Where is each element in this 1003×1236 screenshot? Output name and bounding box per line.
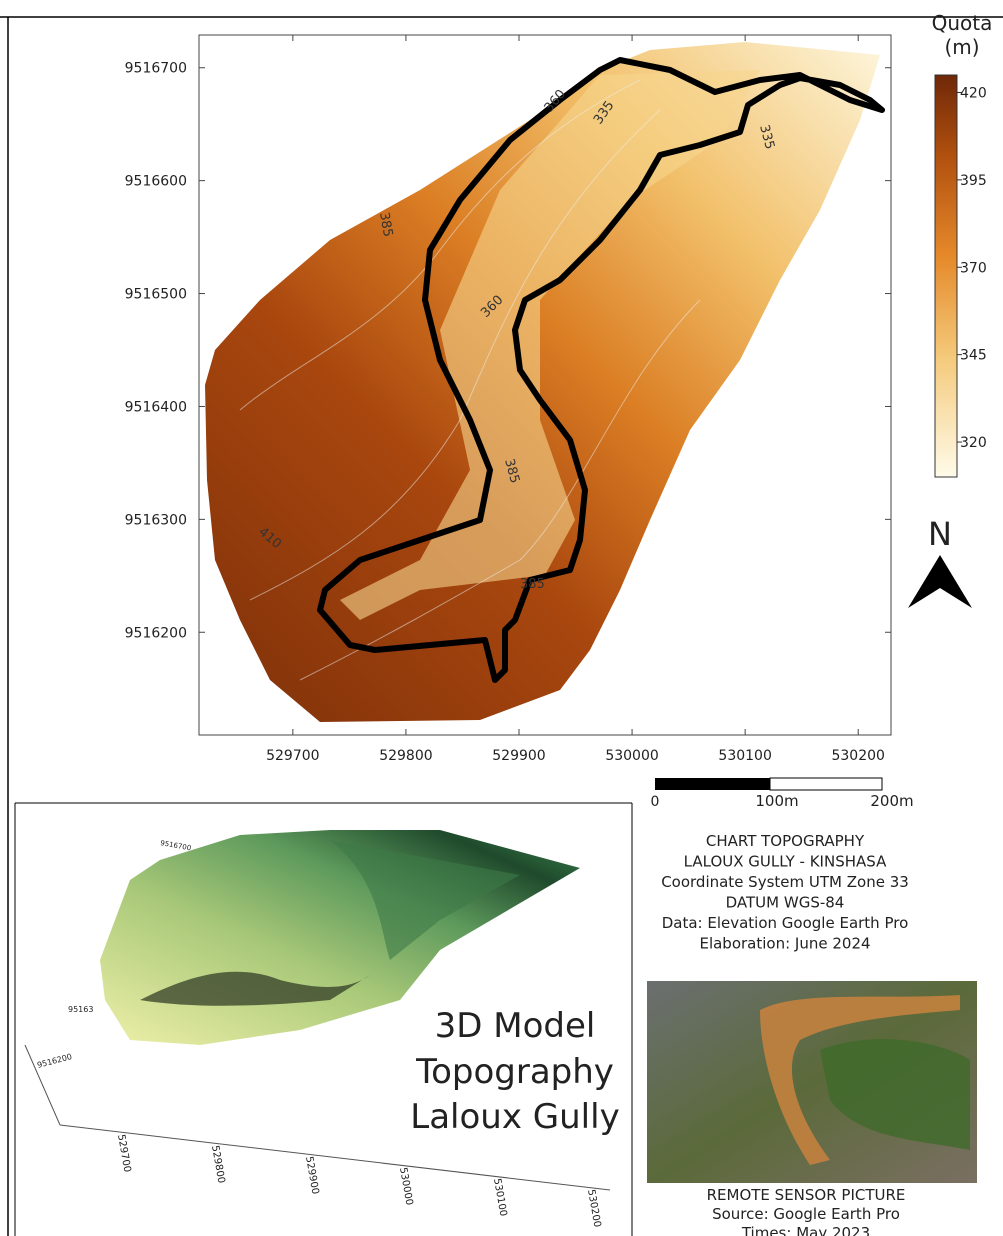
info-line: Coordinate System UTM Zone 33	[661, 873, 909, 891]
legend-tick-label: 395	[960, 173, 987, 189]
info-line: Data: Elevation Google Earth Pro	[662, 914, 909, 932]
info-line: Elaboration: June 2024	[699, 935, 870, 953]
y-tick-label: 9516300	[125, 512, 187, 528]
scale-label: 0	[651, 794, 660, 810]
north-arrow	[908, 555, 972, 608]
model-title: 3D Model	[435, 1006, 596, 1046]
x-tick-label: 529800	[379, 748, 432, 764]
model-y-label: 95163	[68, 1005, 93, 1014]
contour-label: 385	[520, 577, 545, 592]
legend-title: Quota	[932, 11, 993, 35]
legend-tick-label: 320	[960, 435, 987, 451]
scale-bar	[770, 778, 882, 790]
colorbar	[935, 75, 957, 477]
scale-label: 200m	[870, 792, 913, 810]
model-x-label: 530100	[491, 1178, 508, 1218]
north-label: N	[928, 515, 952, 553]
legend-tick-label: 420	[960, 85, 987, 101]
model-x-label: 530200	[585, 1189, 602, 1229]
model-title: Topography	[415, 1052, 614, 1092]
legend-title: (m)	[944, 35, 979, 59]
legend-tick-label: 345	[960, 348, 987, 364]
x-tick-label: 529900	[492, 748, 545, 764]
model-x-label: 529900	[303, 1156, 320, 1196]
y-tick-label: 9516500	[125, 287, 187, 303]
model-y-label: 9516200	[36, 1052, 73, 1070]
legend-tick-label: 370	[960, 260, 987, 276]
x-tick-label: 530200	[831, 748, 884, 764]
poster: 360 335 335 385 360 385 385 410 Quota (m…	[0, 0, 1003, 1236]
model-title: Laloux Gully	[410, 1097, 619, 1137]
y-tick-label: 9516400	[125, 399, 187, 415]
scale-label: 100m	[755, 792, 798, 810]
y-tick-label: 9516200	[125, 625, 187, 641]
model-x-label: 529700	[115, 1134, 132, 1174]
photo-caption: Source: Google Earth Pro	[712, 1205, 900, 1223]
x-tick-label: 530000	[605, 748, 658, 764]
model-x-label: 529800	[209, 1145, 226, 1185]
info-line: DATUM WGS-84	[726, 894, 845, 912]
photo-caption: Times: May 2023	[741, 1224, 870, 1236]
model-x-label: 530000	[397, 1167, 414, 1207]
model-y-label: 9516700	[160, 839, 192, 852]
scale-bar	[655, 778, 770, 790]
y-tick-label: 9516600	[125, 174, 187, 190]
x-tick-label: 529700	[266, 748, 319, 764]
info-line: CHART TOPOGRAPHY	[706, 832, 865, 850]
x-tick-label: 530100	[718, 748, 771, 764]
info-line: LALOUX GULLY - KINSHASA	[684, 853, 887, 871]
y-tick-label: 9516700	[125, 61, 187, 77]
photo-caption: REMOTE SENSOR PICTURE	[707, 1186, 906, 1204]
